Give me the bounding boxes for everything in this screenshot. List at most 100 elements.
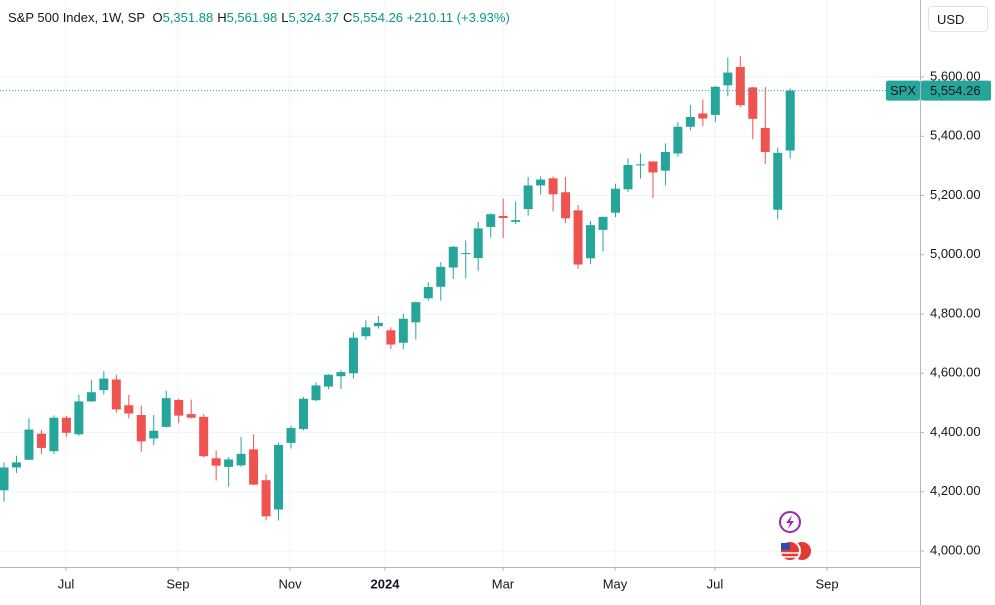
price-label: 5,554.26 [930, 83, 981, 98]
price-badge [921, 80, 991, 101]
currency-button[interactable]: USD [928, 6, 988, 32]
candle-body [748, 87, 758, 119]
candle-body [236, 453, 246, 466]
x-tick-label: 2024 [371, 576, 401, 591]
legend-value: 5,324.37 [288, 10, 340, 25]
x-tick-label: Jul [707, 576, 724, 591]
candle-body [473, 228, 483, 259]
y-tick-label: 4,400.00 [930, 424, 981, 439]
candle-body [548, 178, 558, 195]
candle-body [710, 86, 720, 115]
x-tick-label: May [603, 576, 628, 591]
candle-body [648, 161, 658, 173]
y-tick-label: 5,200.00 [930, 187, 981, 202]
y-tick-label: 4,600.00 [930, 365, 981, 380]
candle-body [24, 429, 34, 460]
candle-body [586, 225, 596, 259]
flag-canton [781, 543, 790, 550]
candle-body [311, 385, 321, 401]
candle-body [136, 415, 146, 442]
axis-labels: 4,000.00 4,200.00 4,400.00 4,600.00 4,800.00… [58, 68, 991, 591]
change: +210.11 (+3.93%) [406, 10, 510, 25]
candle-body [323, 374, 333, 387]
candle-body [124, 405, 134, 414]
legend-key: L [281, 10, 289, 25]
candle-body [685, 117, 695, 127]
candle-body [274, 444, 284, 510]
candle-body [635, 164, 645, 166]
candle-body [111, 379, 121, 410]
candle-body [698, 113, 708, 119]
y-tick-label: 5,400.00 [930, 128, 981, 143]
candle-body [673, 126, 683, 154]
legend-key: H [217, 10, 227, 25]
legend-value: 5,554.26 [352, 10, 404, 25]
x-tick-label: Jul [58, 576, 75, 591]
candle-body [99, 378, 109, 391]
candle-body [386, 330, 396, 345]
candle-body [36, 433, 46, 448]
candle-body [498, 215, 508, 219]
candle-body [0, 467, 9, 491]
candle-body [249, 449, 259, 485]
candle-body [299, 398, 309, 429]
x-tick-label: Nov [278, 576, 302, 591]
grid [0, 0, 920, 567]
legend-value: 5,561.98 [226, 10, 278, 25]
symbol-title: S&P 500 Index, 1W, SP [8, 10, 145, 25]
x-tick-label: Sep [166, 576, 189, 591]
candle-body [411, 302, 421, 323]
candle-body [199, 416, 209, 457]
candle-body [785, 90, 795, 151]
candle-body [561, 192, 571, 219]
candle-body [660, 151, 670, 171]
candle-body [398, 318, 408, 343]
candle-body [286, 428, 296, 443]
candle-body [211, 458, 221, 466]
candle-body [423, 287, 433, 299]
y-tick-label: 4,800.00 [930, 305, 981, 320]
candle-body [373, 322, 383, 327]
candle-body [186, 414, 196, 418]
candle-body [261, 480, 271, 517]
x-tick-label: Mar [492, 576, 515, 591]
y-tick-label: 4,200.00 [930, 483, 981, 498]
lightning [786, 515, 794, 529]
candle-body [11, 462, 21, 468]
candle-body [361, 327, 371, 337]
candle-body [74, 401, 84, 435]
candle-body [511, 220, 521, 222]
candle-body [486, 214, 496, 227]
legend-value: 5,351.88 [162, 10, 214, 25]
candle-body [49, 417, 59, 452]
candle-body [174, 399, 184, 416]
legend-key: C [343, 10, 353, 25]
y-tick-label: 5,000.00 [930, 246, 981, 261]
y-tick-label: 4,000.00 [930, 542, 981, 557]
candle-body [348, 337, 358, 374]
event-icons [779, 511, 813, 562]
candles [0, 56, 920, 521]
candle-body [723, 72, 733, 86]
candle-body [773, 152, 783, 210]
candle-body [573, 210, 583, 265]
candle-body [336, 372, 346, 377]
symbol-badge [886, 80, 920, 101]
candle-body [224, 459, 234, 467]
candle-body [436, 266, 446, 287]
candle-body [610, 188, 620, 213]
legend: S&P 500 Index, 1W, SP O5,351.88 H5,561.98… [8, 10, 510, 25]
candle-body [448, 246, 458, 268]
candle-body [149, 430, 159, 439]
candle-body [61, 417, 71, 433]
x-tick-label: Sep [815, 576, 838, 591]
candle-body [760, 127, 770, 152]
candle-body [86, 392, 96, 402]
y-tick-label: 5,600.00 [930, 68, 981, 83]
candle-body [735, 66, 745, 106]
symbol-label: SPX [890, 83, 916, 98]
candle-body [161, 398, 171, 427]
candle-body [523, 185, 533, 210]
